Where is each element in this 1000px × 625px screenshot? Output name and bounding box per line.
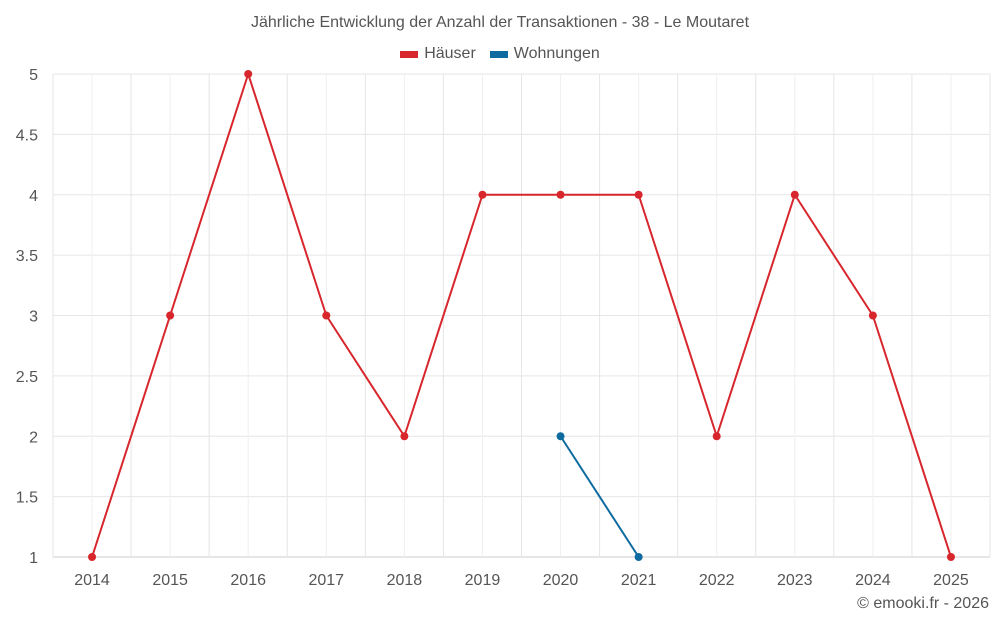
y-axis: 1 1.5 2 2.5 3 3.5 4 4.5 5 <box>16 67 38 567</box>
y-tick-label: 2.5 <box>16 369 38 386</box>
data-point[interactable] <box>166 311 175 320</box>
data-point[interactable] <box>790 190 799 199</box>
series-line-1 <box>559 435 640 558</box>
legend: Häuser Wohnungen <box>0 45 1000 63</box>
y-tick-label: 1 <box>29 550 38 567</box>
legend-item-wohnungen[interactable]: Wohnungen <box>489 45 600 63</box>
x-tick-label: 2024 <box>855 572 891 589</box>
series-layer <box>88 70 955 561</box>
data-point[interactable] <box>244 70 253 78</box>
chart-title: Jährliche Entwicklung der Anzahl der Tra… <box>250 14 750 31</box>
y-tick-label: 2 <box>29 429 38 446</box>
data-point[interactable] <box>634 190 643 199</box>
x-tick-label: 2020 <box>543 572 579 589</box>
x-tick-label: 2018 <box>387 572 423 589</box>
y-tick-label: 5 <box>29 67 38 84</box>
legend-swatch-haeuser <box>400 50 419 58</box>
data-point[interactable] <box>322 311 331 320</box>
legend-swatch-wohnungen <box>489 50 508 58</box>
legend-item-haeuser[interactable]: Häuser <box>400 45 476 63</box>
x-tick-label: 2015 <box>152 572 188 589</box>
y-tick-label: 3 <box>29 309 38 326</box>
x-axis: 2014 2015 2016 2017 2018 2019 2020 2021 2022 2023… <box>74 572 969 589</box>
data-point[interactable] <box>712 432 721 441</box>
y-tick-label: 4 <box>29 188 38 205</box>
data-point[interactable] <box>556 432 565 441</box>
y-tick-label: 4.5 <box>16 127 38 144</box>
data-point[interactable] <box>868 311 877 320</box>
y-tick-label: 1.5 <box>16 490 38 507</box>
y-tick-label: 3.5 <box>16 248 38 265</box>
x-tick-label: 2022 <box>699 572 735 589</box>
data-point[interactable] <box>400 432 409 441</box>
x-tick-label: 2021 <box>621 572 657 589</box>
data-point[interactable] <box>88 553 97 561</box>
legend-label-haeuser: Häuser <box>424 45 476 62</box>
x-tick-label: 2014 <box>74 572 110 589</box>
credits[interactable]: © emooki.fr - 2026 <box>857 595 989 612</box>
grid-lines <box>52 73 991 558</box>
series-line-0 <box>91 73 952 558</box>
x-tick-label: 2019 <box>465 572 501 589</box>
data-point[interactable] <box>634 553 643 561</box>
x-tick-label: 2016 <box>230 572 266 589</box>
x-tick-label: 2023 <box>777 572 813 589</box>
data-point[interactable] <box>478 190 487 199</box>
data-point[interactable] <box>556 190 565 199</box>
x-tick-label: 2017 <box>308 572 344 589</box>
legend-label-wohnungen: Wohnungen <box>513 45 600 62</box>
x-tick-label: 2025 <box>933 572 969 589</box>
data-point[interactable] <box>946 553 955 561</box>
